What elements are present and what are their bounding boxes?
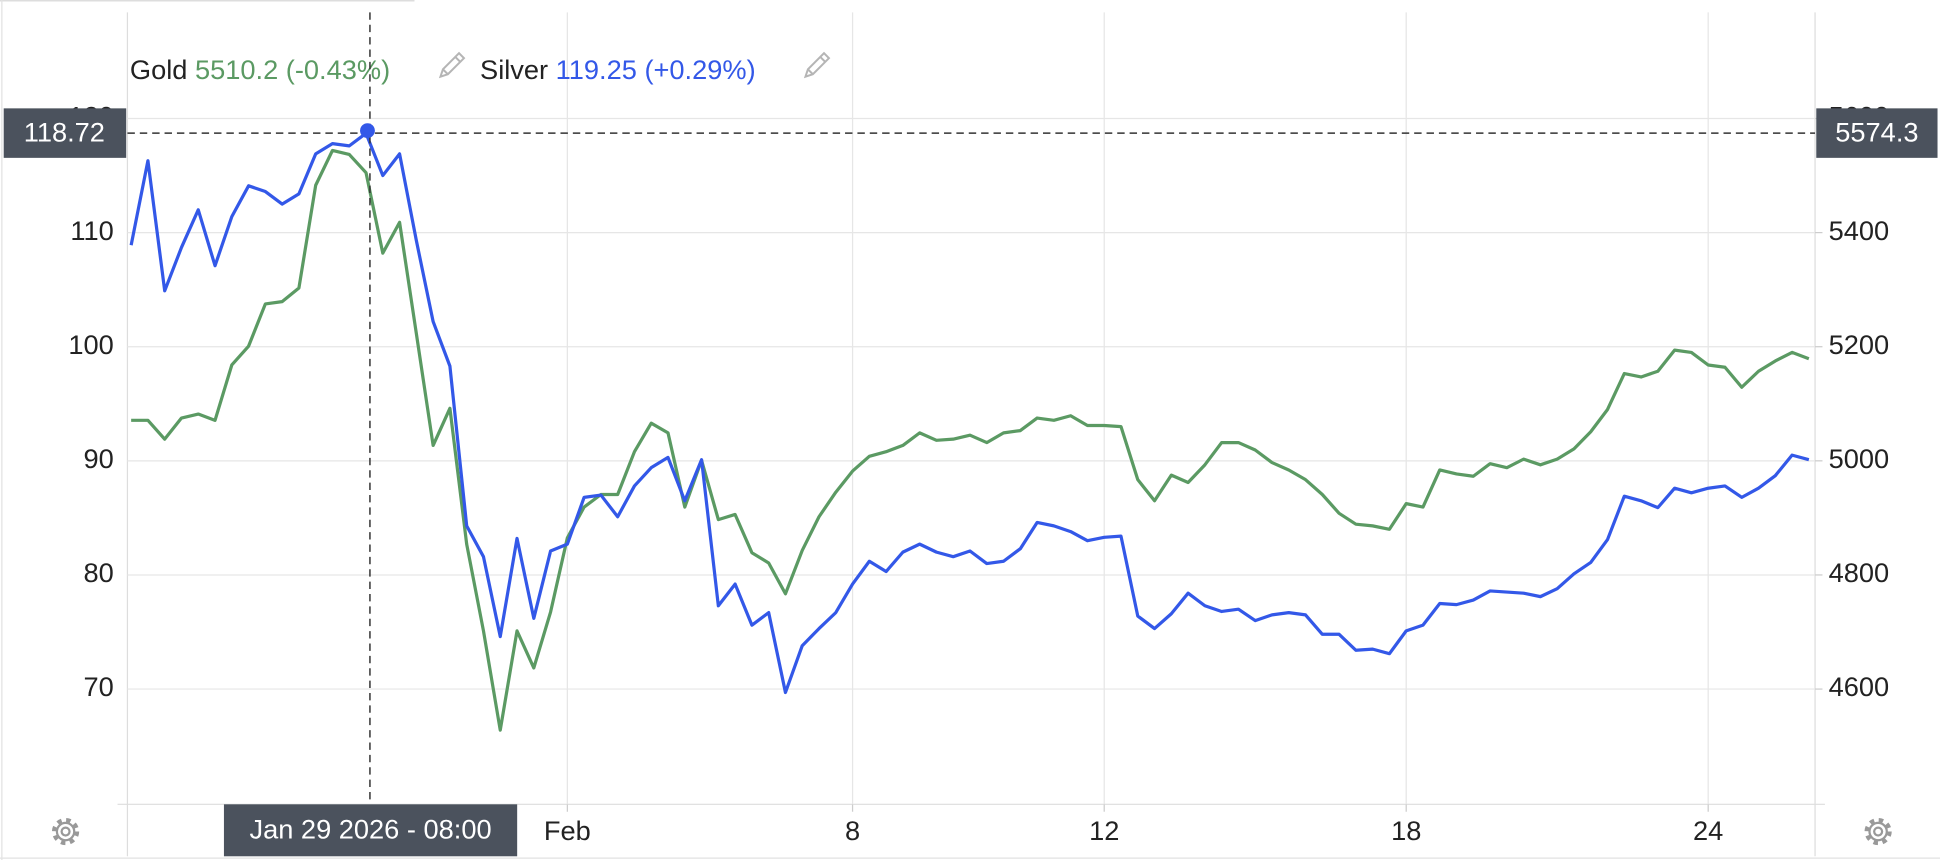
legend: Gold 5510.2 (-0.43%) Silver 119.25 (+0.2…	[130, 51, 831, 85]
series-line	[129, 131, 1810, 695]
legend-entry: Silver 119.25 (+0.29%)	[480, 54, 756, 85]
edit-icon[interactable]	[438, 51, 466, 79]
legend-change: (+0.29%)	[644, 54, 755, 85]
grid	[127, 12, 1816, 805]
crosshair-y-label: 118.72	[24, 117, 105, 148]
crosshair-x-box	[223, 804, 518, 857]
y2-tick-label: 5000	[1829, 443, 1890, 474]
x-tick-label: Feb	[544, 815, 591, 846]
crosshair: 118.72 5574.3 Jan 29 2026 - 08:00	[3, 12, 1938, 857]
settings-icon[interactable]	[51, 817, 80, 846]
legend-name: Silver	[480, 54, 548, 85]
y2-tick-label: 5200	[1829, 329, 1890, 360]
x-tick-label: 24	[1693, 815, 1723, 846]
legend-entry: Gold 5510.2 (-0.43%)	[130, 54, 390, 85]
y2-tick-label: 4800	[1829, 557, 1890, 588]
x-tick-label: 12	[1089, 815, 1119, 846]
series-line	[131, 148, 1810, 732]
crosshair-dot	[360, 123, 375, 139]
legend-name: Gold	[130, 54, 187, 85]
y2-tick-label: 5400	[1829, 215, 1890, 246]
x-tick-label: 8	[845, 815, 860, 846]
y-tick-label: 110	[70, 215, 113, 246]
settings-icon[interactable]	[1864, 817, 1892, 846]
crosshair-x-label: Jan 29 2026 - 08:00	[249, 814, 491, 845]
x-tick-label: 18	[1391, 815, 1421, 846]
lines	[129, 131, 1810, 732]
crosshair-y-box	[3, 108, 127, 158]
edit-icon[interactable]	[803, 51, 831, 79]
y-tick-label: 80	[84, 557, 114, 588]
legend-change: (-0.43%)	[286, 54, 390, 85]
y2-tick-label: 4600	[1829, 671, 1890, 702]
crosshair-y2-label: 5574.3	[1835, 117, 1918, 148]
y-tick-label: 100	[68, 329, 113, 360]
y-tick-label: 70	[84, 671, 114, 702]
ticks: 708090100110120460048005000520054005600F…	[68, 101, 1889, 846]
legend-value: 5510.2	[195, 54, 278, 85]
y-tick-label: 90	[84, 443, 114, 474]
legend-value: 119.25	[556, 54, 637, 85]
crosshair-y2-box	[1816, 108, 1938, 158]
